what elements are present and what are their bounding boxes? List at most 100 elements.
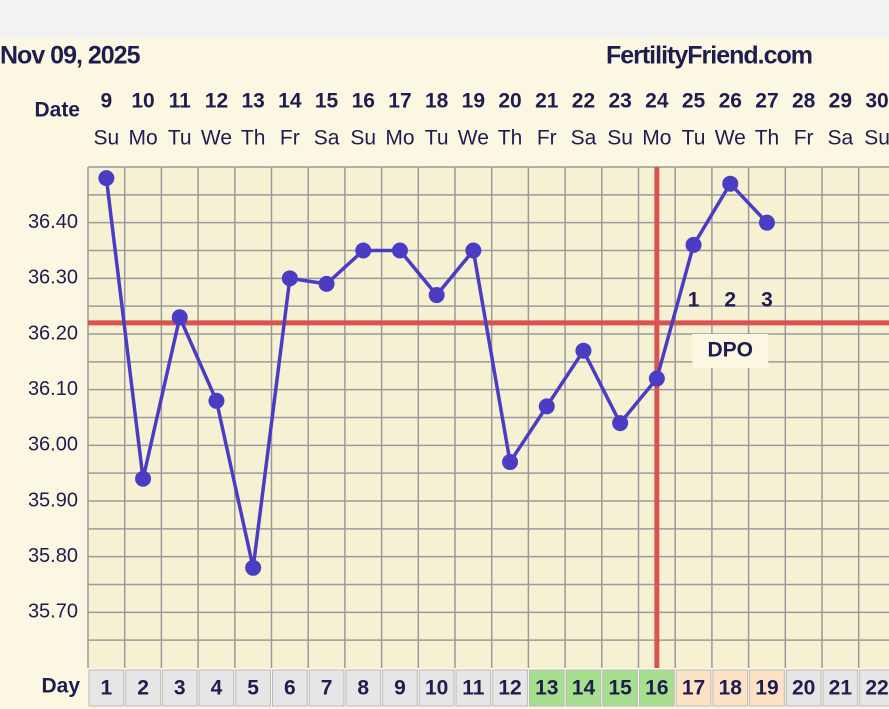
day-cell <box>602 669 638 707</box>
day-cell <box>272 669 308 707</box>
y-tick-label: 36.40 <box>28 211 78 233</box>
weekday-label: We <box>201 127 232 150</box>
day-cell <box>345 669 382 707</box>
cycle-day: 8 <box>357 677 369 700</box>
day-cell <box>492 669 528 707</box>
date-label: 21 <box>535 90 559 113</box>
y-tick-label: 36.10 <box>28 378 78 400</box>
weekday-label: Mo <box>385 127 414 150</box>
weekday-label: We <box>458 127 489 150</box>
weekday-label: Mo <box>642 127 671 150</box>
temp-point <box>171 309 188 326</box>
date-label: 24 <box>645 90 669 113</box>
day-cell <box>785 669 822 707</box>
date-label: 25 <box>682 90 706 113</box>
temp-point <box>722 175 739 192</box>
temp-point <box>391 242 408 259</box>
weekday-label: Sa <box>828 127 854 150</box>
dpo-box <box>692 334 769 368</box>
weekday-label: Sa <box>314 127 340 150</box>
temp-point <box>428 287 445 304</box>
weekday-label: Su <box>607 127 633 150</box>
temp-point <box>281 270 298 287</box>
y-tick-label: 35.90 <box>28 489 78 511</box>
cycle-day: 13 <box>535 677 558 700</box>
cycle-day: 6 <box>284 677 296 700</box>
temp-point <box>575 342 592 359</box>
day-cell <box>455 669 492 707</box>
day-cell <box>161 669 198 707</box>
day-cell <box>528 669 565 707</box>
date-label: 20 <box>498 90 521 113</box>
date-label: 14 <box>278 90 302 113</box>
temp-point <box>612 415 629 432</box>
day-cell <box>565 669 602 707</box>
weekday-label: We <box>715 127 746 150</box>
cycle-day: 15 <box>608 677 632 700</box>
cycle-day: 9 <box>394 677 406 700</box>
date-label: 23 <box>608 90 631 113</box>
date-label: 13 <box>241 90 264 113</box>
date-label: 26 <box>719 90 742 113</box>
temp-point <box>318 275 335 292</box>
date-label: 12 <box>205 90 228 113</box>
date-label: 29 <box>829 90 852 113</box>
temp-point <box>245 559 262 576</box>
date-label: Date <box>34 99 80 122</box>
temp-point <box>538 398 555 415</box>
cycle-day: 17 <box>682 677 705 700</box>
day-cell <box>675 669 712 707</box>
day-cell <box>198 669 235 707</box>
weekday-label: Mo <box>128 127 157 150</box>
date-label: 17 <box>388 90 411 113</box>
temp-point <box>355 242 372 259</box>
date-label: 22 <box>572 90 595 113</box>
weekday-label: Tu <box>425 127 449 150</box>
day-cell <box>749 669 785 707</box>
cycle-day: 12 <box>498 677 521 700</box>
temp-point <box>135 470 152 487</box>
day-cell <box>418 669 455 707</box>
weekday-label: Sa <box>571 127 597 150</box>
cycle-day: 22 <box>865 677 888 700</box>
cycle-day: 14 <box>572 677 596 700</box>
weekday-label: Su <box>350 127 376 150</box>
date-label: 11 <box>169 90 192 113</box>
dpo-number: 3 <box>761 289 773 312</box>
day-cell <box>382 669 418 707</box>
day-cell <box>235 669 272 707</box>
cycle-day: 4 <box>211 677 223 700</box>
weekday-label: Th <box>755 127 780 150</box>
day-cell <box>859 669 889 707</box>
weekday-label: Fr <box>794 127 814 150</box>
day-cell <box>125 669 161 707</box>
dpo-number: 1 <box>688 289 700 312</box>
cycle-day: 16 <box>645 677 668 700</box>
date-label: 30 <box>865 90 888 113</box>
cycle-day: 19 <box>755 677 778 700</box>
date-label: 16 <box>352 90 375 113</box>
cycle-day: 18 <box>719 677 743 700</box>
day-cell <box>308 669 345 707</box>
y-tick-label: 36.30 <box>28 267 78 289</box>
date-label: 19 <box>462 90 485 113</box>
weekday-label: Su <box>94 127 120 150</box>
cycle-day: 7 <box>321 677 333 700</box>
temp-point <box>648 370 665 387</box>
day-label: Day <box>41 675 80 698</box>
temp-point <box>502 454 519 471</box>
cycle-day: 1 <box>101 677 113 700</box>
chart-title: Nov 09, 2025 <box>0 42 141 70</box>
day-cell <box>88 669 125 707</box>
cycle-day: 21 <box>829 677 853 700</box>
date-label: 9 <box>101 90 113 113</box>
cycle-day: 2 <box>137 677 149 700</box>
cycle-day: 3 <box>174 677 186 700</box>
y-tick-label: 36.00 <box>28 434 78 456</box>
cycle-day: 5 <box>247 677 259 700</box>
cycle-day: 11 <box>462 677 485 700</box>
weekday-label: Fr <box>280 127 300 150</box>
top-bar <box>0 0 889 38</box>
day-cell <box>822 669 859 707</box>
